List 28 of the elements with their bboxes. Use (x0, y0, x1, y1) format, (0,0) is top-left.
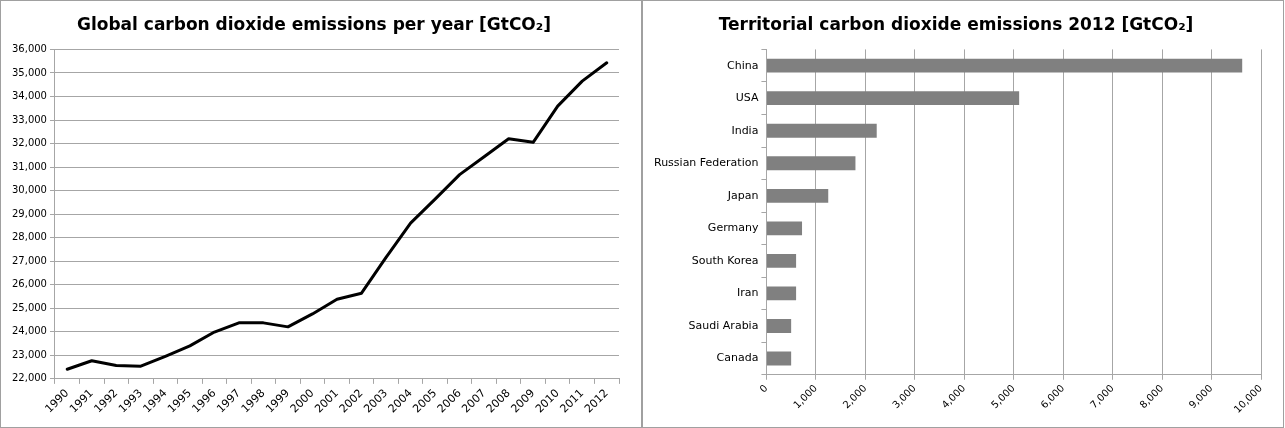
y-tick-label: 33,000 (11, 113, 47, 125)
y-tick-label: 32,000 (11, 137, 47, 149)
chart-title: Global carbon dioxide emissions per year [GtCO₂] (76, 13, 552, 34)
y-tick-label: USA (735, 91, 759, 105)
x-tick-label: 0 (757, 382, 770, 395)
y-tick-label: 34,000 (11, 90, 47, 102)
y-tick-label: 24,000 (11, 325, 47, 337)
y-tick-label: 30,000 (11, 184, 47, 196)
y-tick-label: Germany (707, 221, 759, 235)
y-tick-label: 31,000 (11, 160, 47, 172)
y-tick-label: 28,000 (11, 231, 47, 243)
y-tick-label: 29,000 (11, 207, 47, 219)
y-tick-label: India (731, 123, 759, 137)
y-tick-label: Japan (726, 188, 759, 202)
y-tick-label: Iran (736, 286, 759, 300)
y-tick-label: 25,000 (11, 301, 47, 313)
y-tick-label: Saudi Arabia (688, 318, 759, 332)
y-tick-label: 35,000 (11, 66, 47, 78)
y-tick-label: 27,000 (11, 254, 47, 266)
y-tick-label: Russian Federation (653, 156, 759, 170)
y-tick-label: 36,000 (11, 42, 47, 54)
y-tick-label: China (727, 58, 759, 72)
y-tick-label: South Korea (691, 253, 759, 267)
y-tick-label: 23,000 (11, 348, 47, 360)
y-tick-label: Canada (716, 351, 759, 365)
chart-title: Territorial carbon dioxide emissions 2012 [GtCO₂] (718, 13, 1194, 34)
y-tick-label: 22,000 (11, 372, 47, 384)
y-tick-label: 26,000 (11, 278, 47, 290)
